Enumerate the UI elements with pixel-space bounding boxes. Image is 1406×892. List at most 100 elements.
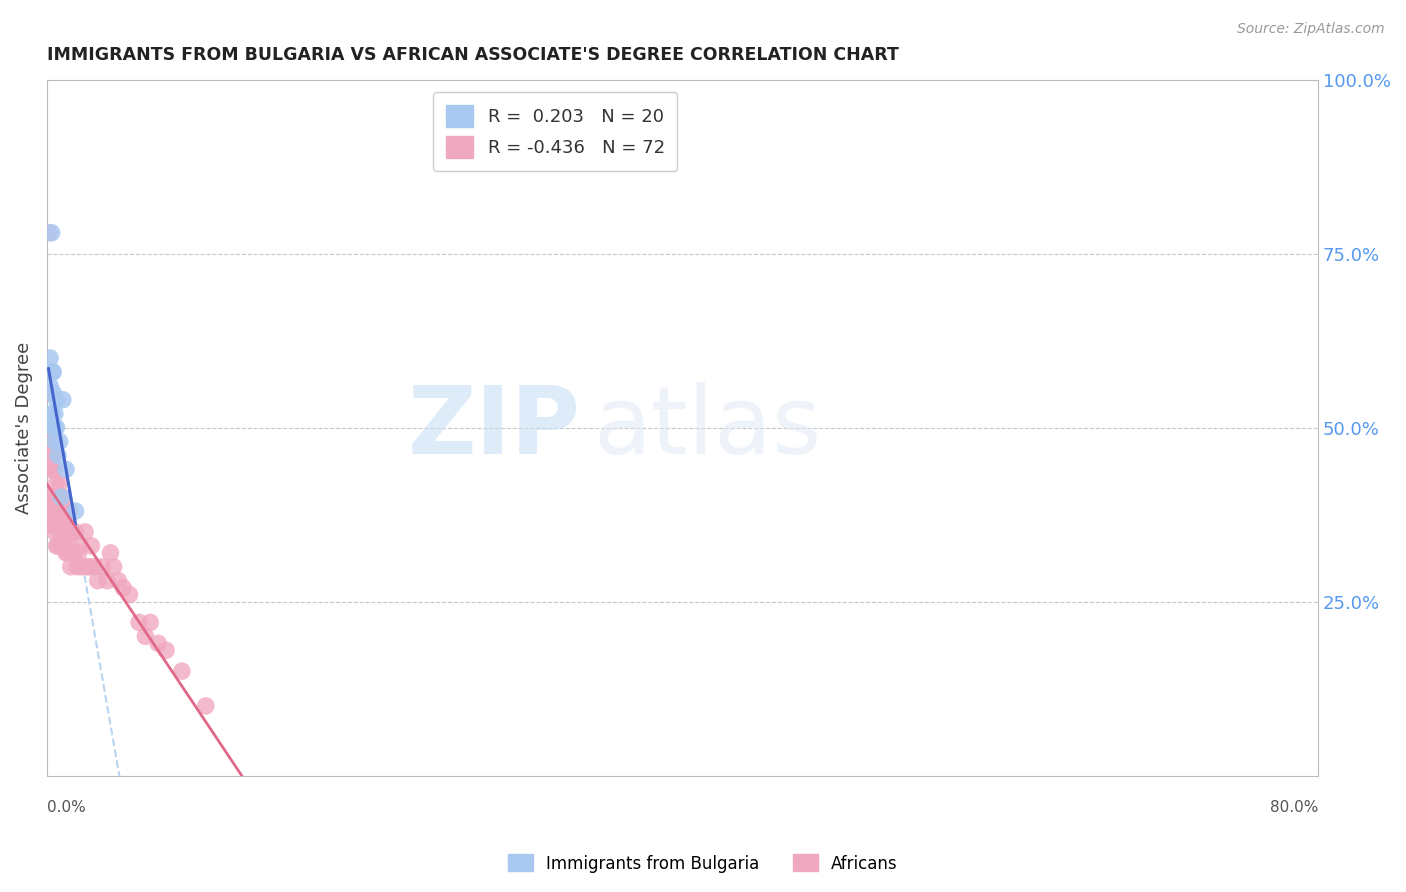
Point: [51, 518, 73, 533]
Point: [41, 434, 63, 449]
Point: [118, 588, 141, 602]
Point: [39, 420, 62, 434]
Point: [48, 476, 70, 491]
Point: [41, 407, 63, 421]
Point: [55, 546, 77, 560]
Point: [65, 524, 87, 539]
Point: [69, 539, 91, 553]
Point: [46, 504, 69, 518]
Point: [41, 518, 63, 533]
Point: [44, 420, 66, 434]
Point: [44, 524, 66, 539]
Point: [41, 490, 63, 504]
Text: 80.0%: 80.0%: [1270, 800, 1319, 815]
Point: [39, 462, 62, 476]
Point: [139, 615, 162, 630]
Text: atlas: atlas: [593, 382, 821, 474]
Point: [45, 518, 67, 533]
Point: [103, 559, 125, 574]
Point: [41, 462, 63, 476]
Text: 0.0%: 0.0%: [46, 800, 86, 815]
Point: [46, 449, 69, 463]
Point: [52, 518, 75, 533]
Point: [39, 490, 62, 504]
Point: [46, 490, 69, 504]
Point: [58, 539, 80, 553]
Text: IMMIGRANTS FROM BULGARIA VS AFRICAN ASSOCIATE'S DEGREE CORRELATION CHART: IMMIGRANTS FROM BULGARIA VS AFRICAN ASSO…: [46, 46, 898, 64]
Point: [42, 449, 65, 463]
Point: [44, 490, 66, 504]
Point: [83, 559, 105, 574]
Point: [55, 462, 77, 476]
Point: [155, 643, 177, 657]
Point: [134, 629, 156, 643]
Point: [42, 385, 65, 400]
Point: [39, 351, 62, 365]
Point: [48, 434, 70, 449]
Legend: Immigrants from Bulgaria, Africans: Immigrants from Bulgaria, Africans: [502, 847, 904, 880]
Point: [59, 524, 82, 539]
Text: Source: ZipAtlas.com: Source: ZipAtlas.com: [1237, 22, 1385, 37]
Point: [48, 524, 70, 539]
Point: [37, 434, 59, 449]
Point: [67, 546, 90, 560]
Point: [44, 434, 66, 449]
Point: [80, 539, 103, 553]
Point: [37, 414, 59, 428]
Point: [48, 504, 70, 518]
Point: [70, 559, 93, 574]
Point: [51, 539, 73, 553]
Point: [45, 392, 67, 407]
Point: [42, 490, 65, 504]
Point: [91, 559, 114, 574]
Point: [44, 504, 66, 518]
Point: [107, 574, 129, 588]
Point: [52, 490, 75, 504]
Point: [37, 385, 59, 400]
Y-axis label: Associate's Degree: Associate's Degree: [15, 342, 32, 514]
Point: [53, 539, 76, 553]
Point: [79, 559, 101, 574]
Point: [100, 546, 122, 560]
Point: [73, 524, 96, 539]
Point: [58, 504, 80, 518]
Point: [51, 490, 73, 504]
Point: [55, 518, 77, 533]
Point: [146, 636, 169, 650]
Point: [39, 449, 62, 463]
Point: [170, 664, 193, 678]
Point: [194, 698, 217, 713]
Point: [112, 581, 135, 595]
Point: [39, 379, 62, 393]
Point: [51, 490, 73, 504]
Point: [128, 615, 150, 630]
Point: [76, 559, 98, 574]
Point: [45, 539, 67, 553]
Point: [66, 559, 89, 574]
Point: [60, 524, 83, 539]
Point: [45, 476, 67, 491]
Point: [44, 407, 66, 421]
Text: ZIP: ZIP: [408, 382, 581, 474]
Point: [59, 559, 82, 574]
Point: [41, 365, 63, 379]
Point: [63, 546, 86, 560]
Point: [56, 546, 79, 560]
Point: [87, 574, 110, 588]
Point: [42, 420, 65, 434]
Point: [41, 504, 63, 518]
Point: [37, 226, 59, 240]
Point: [42, 504, 65, 518]
Point: [41, 226, 63, 240]
Point: [56, 518, 79, 533]
Point: [45, 490, 67, 504]
Point: [53, 504, 76, 518]
Point: [42, 518, 65, 533]
Point: [45, 420, 67, 434]
Point: [44, 462, 66, 476]
Point: [42, 365, 65, 379]
Point: [65, 504, 87, 518]
Point: [46, 539, 69, 553]
Point: [96, 574, 118, 588]
Legend: R =  0.203   N = 20, R = -0.436   N = 72: R = 0.203 N = 20, R = -0.436 N = 72: [433, 92, 678, 170]
